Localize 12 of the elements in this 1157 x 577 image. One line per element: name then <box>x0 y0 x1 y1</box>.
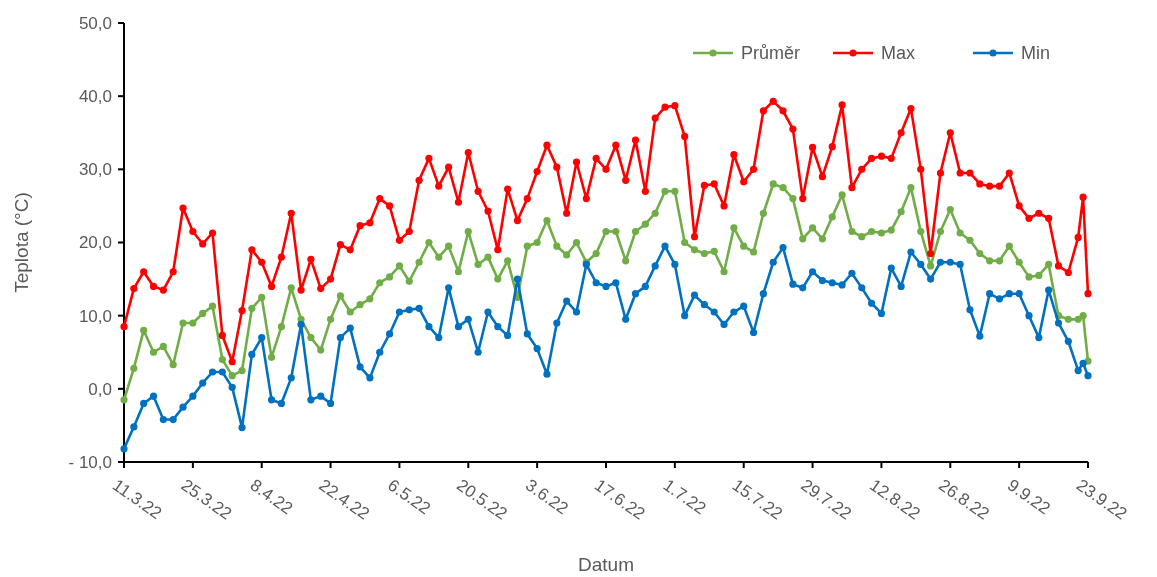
legend-label: Průměr <box>741 43 801 64</box>
y-tick-label: - 10,0 <box>68 452 112 472</box>
y-tick-label: 50,0 <box>78 13 112 33</box>
y-tick-label: 10,0 <box>78 306 112 326</box>
y-tick-label: 20,0 <box>78 233 112 253</box>
y-tick-label: 0,0 <box>88 379 112 399</box>
x-axis-title: Datum <box>578 554 634 575</box>
y-tick-label: 40,0 <box>78 87 112 107</box>
legend-label: Max <box>881 43 916 64</box>
y-tick-label: 30,0 <box>78 160 112 180</box>
y-axis-title: Teplota (°C) <box>11 192 32 293</box>
legend-label: Min <box>1021 43 1051 64</box>
